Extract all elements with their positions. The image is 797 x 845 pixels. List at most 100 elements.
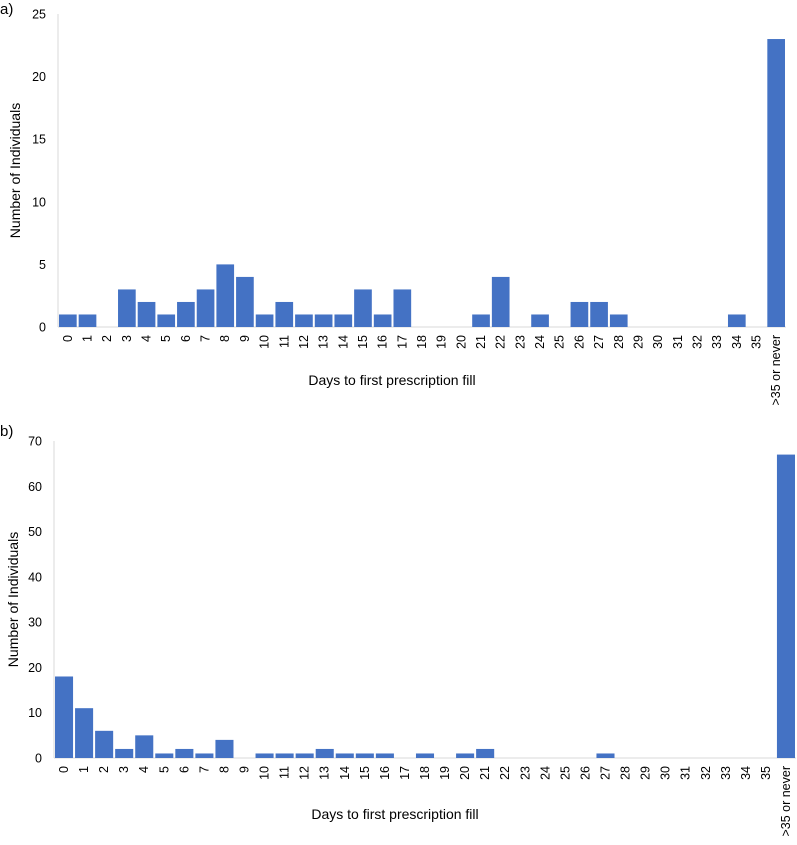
panel-a-x-tick-label: 27: [592, 335, 606, 349]
panel-a-x-tick-label: 26: [572, 335, 586, 349]
panel-b-bar: [776, 454, 795, 758]
panel-b-bar: [155, 753, 174, 758]
panel-b-y-tick-label: 10: [28, 706, 42, 720]
panel-b-x-tick-label: 14: [338, 766, 352, 780]
panel-a-bar: [177, 301, 195, 327]
panel-b-bar: [355, 753, 374, 758]
panel-b-x-tick-label: 26: [578, 766, 592, 780]
panel-b-bar: [75, 708, 94, 758]
panel-b-x-tick-label: 34: [739, 766, 753, 780]
panel-b-bar: [415, 753, 435, 758]
panel-a-x-tick-label: 12: [297, 335, 311, 349]
panel-a-x-tick-label: 31: [671, 335, 685, 349]
panel-b-x-tick-label: 25: [558, 766, 572, 780]
panel-a-bar: [767, 39, 785, 327]
panel-b-x-tick-label: 0: [57, 766, 71, 773]
panel-a-x-tick-label: 32: [690, 335, 704, 349]
panel-b-bar: [215, 739, 234, 758]
panel-b-x-tick-label: 4: [137, 766, 151, 773]
panel-a-bar: [157, 314, 176, 327]
panel-a-x-tick-label: >35 or never: [769, 335, 783, 406]
panel-a-bar: [314, 314, 333, 327]
panel-b-y-tick-label: 60: [28, 480, 42, 494]
panel-b-x-tick-label: 11: [278, 766, 292, 779]
panel-a-y-tick-label: 20: [32, 70, 46, 84]
panel-a-bar: [531, 314, 549, 327]
panel-b-x-tick-label: 3: [117, 766, 131, 773]
panel-a-bar: [275, 301, 294, 327]
panel-a-x-tick-label: 13: [317, 335, 331, 349]
panel-a-x-tick-label: 7: [199, 335, 213, 342]
panel-a-x-tick-label: 1: [81, 335, 95, 342]
panel-a-bar: [727, 314, 746, 327]
panel-b-x-tick-label: 32: [699, 766, 713, 780]
panel-b-x-tick-label: 18: [418, 766, 432, 780]
panel-a-x-tick-label: 19: [435, 335, 449, 349]
panel-a-bar: [373, 314, 392, 327]
panel-b-x-tick-label: 13: [318, 766, 332, 780]
panel-a-bar: [196, 289, 215, 327]
panel-a-x-tick-label: 17: [395, 335, 409, 349]
panel-a-x-tick-label: 3: [120, 335, 134, 342]
panel-b-y-tick-label: 0: [35, 752, 42, 766]
panel-a-x-axis-title: Days to first prescription fill: [308, 372, 475, 388]
panel-b-y-axis-title: Number of Individuals: [5, 532, 21, 667]
panel-b-bar: [596, 753, 615, 758]
panel-b-bar: [275, 753, 294, 758]
panel-a-bar: [59, 314, 77, 327]
panel-a-bar: [472, 314, 490, 327]
panel-b-bar: [195, 753, 214, 758]
panel-b-bar: [476, 748, 495, 758]
panel-a-y-tick-label: 25: [32, 8, 46, 22]
panel-b-x-tick-label: 22: [498, 766, 512, 780]
panel-b-x-axis-title: Days to first prescription fill: [311, 806, 478, 822]
panel-b-x-tick-label: 27: [598, 766, 612, 780]
panel-b-bar: [315, 748, 334, 758]
panel-a-x-tick-label: 28: [612, 335, 626, 349]
panel-b-x-tick-label: 29: [639, 766, 653, 780]
panel-a-y-tick-label: 15: [32, 133, 46, 147]
panel-a-bar: [255, 314, 274, 327]
panel-b-x-tick-label: 2: [97, 766, 111, 773]
panel-b-x-tick-label: 17: [398, 766, 412, 780]
panel-b-x-tick-label: 33: [719, 766, 733, 780]
panel-b-x-tick-label: 1: [77, 766, 91, 773]
panel-a-bar: [354, 289, 372, 327]
panel-b-bar: [375, 753, 394, 758]
panel-a-x-tick-label: 20: [454, 335, 468, 349]
panel-b-y-tick-label: 30: [28, 616, 42, 630]
panel-a-y-tick-label: 5: [39, 258, 46, 272]
panel-b-x-tick-label: 28: [619, 766, 633, 780]
panel-a-bar: [236, 276, 254, 327]
panel-b-x-tick-label: 10: [258, 766, 272, 780]
panel-b-y-tick-label: 40: [28, 570, 42, 584]
panel-a-x-tick-label: 30: [651, 335, 665, 349]
panel-b-x-tick-label: 9: [238, 766, 252, 773]
panel-b-bar: [295, 753, 314, 758]
panel-b-label: b): [0, 423, 13, 440]
panel-a-x-tick-label: 29: [631, 335, 645, 349]
panel-a-x-tick-label: 15: [356, 335, 370, 349]
panel-a-x-tick-label: 9: [238, 335, 252, 342]
panel-a-bar: [393, 289, 412, 327]
panel-a-x-tick-label: 25: [553, 335, 567, 349]
panel-b-x-tick-label: 5: [157, 766, 171, 773]
panel-a-x-tick-label: 21: [474, 335, 488, 349]
panel-b-x-tick-label: 12: [298, 766, 312, 780]
panel-a-y-tick-label: 0: [39, 321, 46, 335]
panel-a-bar: [570, 301, 589, 327]
panel-a-x-tick-label: 5: [159, 335, 173, 342]
panel-b-x-tick-label: 31: [679, 766, 693, 780]
panel-b-x-tick-label: 6: [177, 766, 191, 773]
panel-a-x-tick-label: 11: [277, 335, 291, 348]
panel-b-x-tick-label: 35: [759, 766, 773, 780]
panel-b-bar: [55, 676, 74, 758]
panel-b-x-tick-label: 23: [518, 766, 532, 780]
panel-b-x-tick-label: 21: [478, 766, 492, 780]
panel-a-x-tick-label: 10: [258, 335, 272, 349]
panel-a-bar: [334, 314, 353, 327]
panel-b-x-tick-label: 19: [438, 766, 452, 780]
panel-b-bar: [255, 753, 274, 758]
panel-a-bar: [216, 264, 235, 327]
